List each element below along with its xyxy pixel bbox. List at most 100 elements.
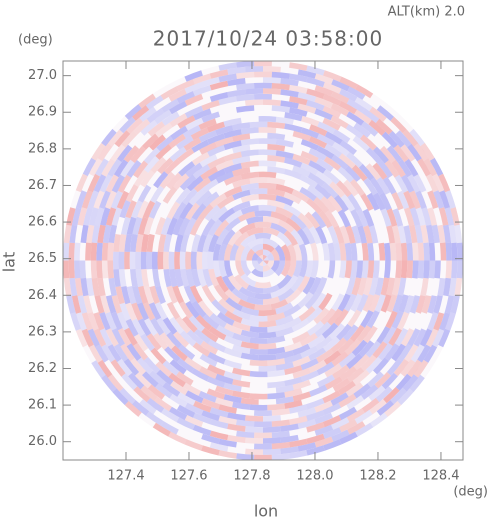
radar-cell [254, 71, 272, 78]
radar-cell [306, 422, 325, 433]
radar-cell [121, 130, 138, 148]
radar-cell [207, 351, 226, 365]
radar-cell [215, 373, 234, 385]
radar-cell [208, 326, 227, 341]
radar-cell [254, 293, 272, 300]
radar-cell [249, 359, 268, 367]
radar-cell [404, 295, 415, 314]
radar-cell [284, 123, 303, 133]
radar-cell [198, 390, 217, 403]
radar-cell [172, 285, 184, 304]
radar-cell [267, 358, 286, 366]
radar-cell [321, 182, 339, 199]
radar-cell [193, 177, 211, 193]
radar-cell [369, 399, 387, 415]
radar-cell [223, 335, 243, 347]
radar-cell [376, 326, 391, 344]
radar-cell [316, 145, 335, 160]
radar-cell [454, 224, 463, 244]
x-tick-label: 127.4 [107, 469, 144, 484]
radar-cell [380, 208, 392, 227]
radar-cell [176, 79, 195, 92]
radar-cell [236, 105, 255, 113]
radar-cell [121, 216, 131, 235]
radar-cell [111, 328, 125, 347]
radar-cell [344, 165, 361, 182]
radar-cell [431, 224, 440, 244]
radar-cell [308, 136, 328, 149]
radar-cell [412, 242, 419, 261]
radar-cell [189, 285, 203, 304]
radar-cell [124, 327, 138, 346]
radar-cell [166, 172, 182, 190]
radar-cell [258, 309, 277, 317]
radar-cell [445, 190, 456, 209]
radar-cell [338, 153, 356, 169]
radar-cell [125, 318, 139, 337]
radar-cell [360, 134, 377, 151]
radar-cell [267, 403, 286, 411]
radar-cell [384, 401, 402, 417]
radar-cell [206, 376, 226, 388]
radar-cell [184, 82, 203, 94]
radar-cell [267, 199, 286, 209]
radar-cell [198, 130, 217, 143]
radar-cell [249, 393, 268, 400]
radar-cell [363, 177, 378, 196]
radar-cell [232, 320, 251, 332]
radar-cell [227, 412, 246, 421]
radar-cell [345, 225, 356, 244]
radar-cell [338, 393, 357, 408]
radar-cell [163, 233, 172, 252]
radar-cell [202, 191, 220, 207]
radar-cell [116, 190, 129, 210]
radar-cell [285, 217, 302, 232]
radar-cell [111, 295, 122, 314]
radar-cell [289, 438, 308, 448]
radar-cell [427, 295, 438, 314]
radar-cell [403, 225, 412, 244]
radar-cell [263, 256, 269, 261]
radar-cell [337, 293, 351, 312]
radar-cell [207, 218, 223, 237]
radar-cell [339, 419, 358, 433]
radar-cell [423, 344, 438, 363]
radar-cell [360, 354, 377, 372]
radar-cell [87, 312, 99, 331]
radar-cell [199, 366, 218, 379]
radar-cell [102, 224, 112, 244]
radar-cell [185, 202, 200, 221]
radar-cell [143, 216, 154, 236]
radar-cell [300, 370, 319, 382]
radar-cell [182, 125, 201, 139]
radar-cell [445, 312, 456, 331]
radar-cell [100, 295, 111, 314]
radar-cell [343, 179, 359, 197]
radar-cell [100, 207, 111, 226]
radar-cell [433, 190, 445, 209]
radar-cell [135, 251, 142, 270]
radar-cell [254, 232, 272, 240]
radar-cell [390, 116, 407, 134]
radar-cell [202, 314, 220, 330]
radar-cell [168, 431, 187, 445]
radar-cell [355, 84, 374, 99]
radar-cell [108, 277, 117, 297]
radar-cell [289, 73, 308, 83]
radar-cell [339, 431, 358, 445]
radar-cell [162, 382, 181, 397]
radar-cell [231, 288, 249, 302]
radar-cell [437, 224, 446, 244]
radar-cell [201, 76, 220, 88]
radar-cell [276, 274, 292, 290]
radar-cell [140, 385, 158, 402]
radar-cell [337, 338, 354, 355]
radar-cell [311, 292, 327, 310]
radar-cell [365, 147, 383, 165]
radar-cell [317, 133, 335, 147]
radar-cell [232, 144, 251, 154]
radar-cell [275, 326, 294, 338]
radar-cell [401, 174, 415, 193]
radar-cell [71, 295, 82, 314]
radar-cell [373, 357, 389, 375]
